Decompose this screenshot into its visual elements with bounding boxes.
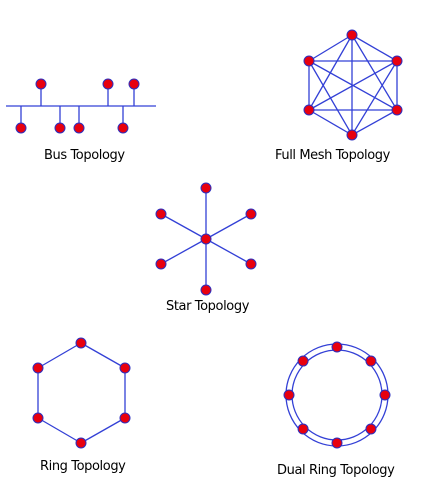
bus-node	[74, 123, 84, 133]
dual-ring-node	[284, 390, 294, 400]
dual-ring-topology-label: Dual Ring Topology	[277, 463, 394, 478]
star-node	[156, 209, 166, 219]
dual-ring-node	[332, 438, 342, 448]
star-spoke-line	[206, 214, 251, 239]
ring-node	[33, 413, 43, 423]
dual-ring-node	[332, 342, 342, 352]
mesh-node	[392, 105, 402, 115]
star-node	[156, 259, 166, 269]
dual-ring-node	[298, 356, 308, 366]
bus-node	[36, 79, 46, 89]
star-spoke-line	[161, 239, 206, 264]
star-node	[246, 259, 256, 269]
dual-ring-node	[366, 424, 376, 434]
star-spoke-line	[161, 214, 206, 239]
bus-topology-label: Bus Topology	[44, 148, 125, 163]
ring-node	[76, 338, 86, 348]
ring-node	[120, 363, 130, 373]
mesh-node	[304, 56, 314, 66]
mesh-node	[392, 56, 402, 66]
star-node	[201, 285, 211, 295]
ring-topology-label: Ring Topology	[40, 459, 125, 474]
dual-ring-node	[298, 424, 308, 434]
mesh-node	[304, 105, 314, 115]
ring-node	[120, 413, 130, 423]
star-topology-label: Star Topology	[166, 299, 249, 314]
mesh-link-line	[352, 35, 397, 61]
star-node	[246, 209, 256, 219]
bus-topology-diagram	[6, 79, 156, 133]
star-topology-diagram	[156, 183, 256, 295]
ring-link-line	[81, 418, 125, 443]
full-mesh-topology-label: Full Mesh Topology	[275, 148, 390, 163]
mesh-node	[347, 130, 357, 140]
mesh-node	[347, 30, 357, 40]
star-hub-node	[201, 234, 211, 244]
mesh-link-line	[352, 110, 397, 135]
ring-link-line	[81, 343, 125, 368]
dual-ring-topology-diagram	[284, 342, 390, 448]
dual-ring-node	[366, 356, 376, 366]
star-spoke-line	[206, 239, 251, 264]
full-mesh-topology-diagram	[304, 30, 402, 140]
mesh-link-line	[309, 110, 352, 135]
bus-node	[118, 123, 128, 133]
bus-node	[55, 123, 65, 133]
bus-node	[16, 123, 26, 133]
star-node	[201, 183, 211, 193]
bus-node	[129, 79, 139, 89]
mesh-link-line	[309, 35, 352, 61]
ring-node	[76, 438, 86, 448]
ring-link-line	[38, 343, 81, 368]
ring-link-line	[38, 418, 81, 443]
ring-topology-diagram	[33, 338, 130, 448]
dual-ring-node	[380, 390, 390, 400]
ring-node	[33, 363, 43, 373]
bus-node	[103, 79, 113, 89]
